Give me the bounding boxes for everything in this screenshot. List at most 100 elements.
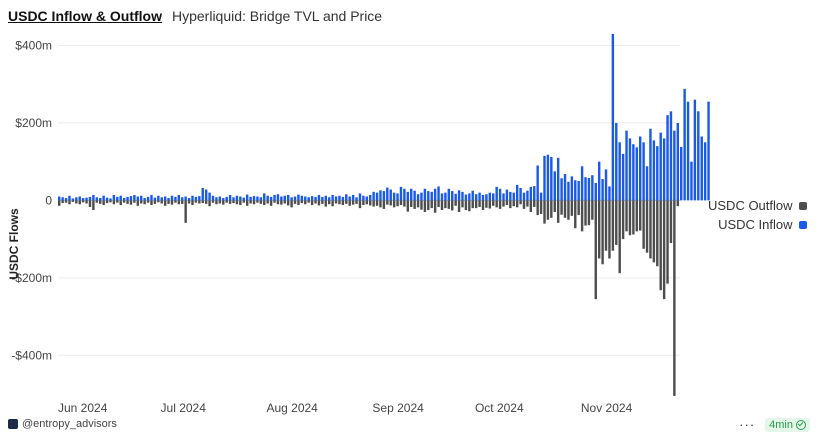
outflow-bar[interactable] xyxy=(430,200,433,209)
inflow-bar[interactable] xyxy=(574,180,577,201)
inflow-bar[interactable] xyxy=(669,111,673,201)
outflow-bar[interactable] xyxy=(529,200,533,212)
inflow-bar[interactable] xyxy=(324,195,327,201)
inflow-bar[interactable] xyxy=(256,196,259,201)
inflow-bar[interactable] xyxy=(88,196,92,201)
inflow-bar[interactable] xyxy=(683,88,686,201)
outflow-bar[interactable] xyxy=(638,200,642,231)
inflow-bar[interactable] xyxy=(649,128,652,201)
inflow-bar[interactable] xyxy=(129,196,133,201)
inflow-bar[interactable] xyxy=(427,191,430,201)
inflow-bar[interactable] xyxy=(553,171,556,201)
inflow-bar[interactable] xyxy=(529,186,533,201)
outflow-bar[interactable] xyxy=(307,200,310,203)
inflow-bar[interactable] xyxy=(635,147,638,201)
inflow-bar[interactable] xyxy=(580,166,584,201)
inflow-bar[interactable] xyxy=(430,191,433,201)
outflow-bar[interactable] xyxy=(266,200,269,204)
inflow-bar[interactable] xyxy=(327,197,331,201)
outflow-bar[interactable] xyxy=(403,200,406,207)
outflow-bar[interactable] xyxy=(389,200,392,206)
inflow-bar[interactable] xyxy=(597,161,601,201)
inflow-bar[interactable] xyxy=(109,198,112,201)
inflow-bar[interactable] xyxy=(153,197,157,201)
outflow-bar[interactable] xyxy=(546,200,550,220)
inflow-bar[interactable] xyxy=(348,196,351,201)
inflow-bar[interactable] xyxy=(208,192,211,201)
inflow-bar[interactable] xyxy=(187,198,191,201)
outflow-bar[interactable] xyxy=(88,200,92,207)
inflow-bar[interactable] xyxy=(454,193,457,201)
outflow-bar[interactable] xyxy=(454,200,457,206)
inflow-bar[interactable] xyxy=(396,193,399,201)
outflow-bar[interactable] xyxy=(112,200,116,205)
inflow-bar[interactable] xyxy=(58,196,61,201)
outflow-bar[interactable] xyxy=(676,200,679,207)
outflow-bar[interactable] xyxy=(321,200,324,204)
inflow-bar[interactable] xyxy=(666,115,669,201)
outflow-bar[interactable] xyxy=(539,200,543,214)
outflow-bar[interactable] xyxy=(293,200,297,204)
outflow-bar[interactable] xyxy=(211,200,215,203)
inflow-bar[interactable] xyxy=(317,194,321,201)
outflow-bar[interactable] xyxy=(167,200,170,204)
outflow-bar[interactable] xyxy=(64,200,68,203)
outflow-bar[interactable] xyxy=(594,200,597,300)
inflow-bar[interactable] xyxy=(140,195,143,201)
outflow-bar[interactable] xyxy=(61,200,64,204)
inflow-bar[interactable] xyxy=(567,181,570,201)
inflow-bar[interactable] xyxy=(245,194,249,201)
outflow-bar[interactable] xyxy=(146,200,150,203)
outflow-bar[interactable] xyxy=(369,200,372,206)
outflow-bar[interactable] xyxy=(645,200,649,253)
outflow-bar[interactable] xyxy=(461,200,464,208)
inflow-bar[interactable] xyxy=(690,161,693,201)
outflow-bar[interactable] xyxy=(437,200,440,207)
inflow-bar[interactable] xyxy=(686,101,690,201)
inflow-bar[interactable] xyxy=(478,192,481,201)
outflow-bar[interactable] xyxy=(597,200,601,259)
outflow-bar[interactable] xyxy=(71,200,75,202)
outflow-bar[interactable] xyxy=(317,200,321,206)
outflow-bar[interactable] xyxy=(533,200,536,207)
outflow-bar[interactable] xyxy=(314,200,317,204)
inflow-bar[interactable] xyxy=(611,33,615,201)
outflow-bar[interactable] xyxy=(488,200,492,209)
outflow-bar[interactable] xyxy=(297,200,300,206)
outflow-bar[interactable] xyxy=(129,200,133,205)
outflow-bar[interactable] xyxy=(242,200,245,203)
outflow-bar[interactable] xyxy=(392,200,396,208)
inflow-bar[interactable] xyxy=(621,153,625,201)
inflow-bar[interactable] xyxy=(536,165,539,201)
inflow-bar[interactable] xyxy=(136,196,140,201)
inflow-bar[interactable] xyxy=(676,122,679,201)
outflow-bar[interactable] xyxy=(116,200,119,203)
inflow-bar[interactable] xyxy=(652,140,656,201)
outflow-bar[interactable] xyxy=(420,200,423,210)
outflow-bar[interactable] xyxy=(642,200,645,249)
outflow-bar[interactable] xyxy=(225,200,228,203)
inflow-bar[interactable] xyxy=(85,197,88,201)
outflow-bar[interactable] xyxy=(666,200,669,284)
inflow-bar[interactable] xyxy=(252,196,256,201)
inflow-bar[interactable] xyxy=(78,196,81,201)
inflow-bar[interactable] xyxy=(235,195,239,201)
inflow-bar[interactable] xyxy=(345,194,348,201)
inflow-bar[interactable] xyxy=(92,194,95,201)
inflow-bar[interactable] xyxy=(437,186,440,201)
outflow-bar[interactable] xyxy=(526,200,529,207)
inflow-bar[interactable] xyxy=(286,194,290,201)
outflow-bar[interactable] xyxy=(656,200,659,267)
outflow-bar[interactable] xyxy=(505,200,509,206)
inflow-bar[interactable] xyxy=(215,197,218,201)
inflow-bar[interactable] xyxy=(615,122,618,201)
inflow-bar[interactable] xyxy=(457,190,461,201)
inflow-bar[interactable] xyxy=(307,197,310,201)
inflow-bar[interactable] xyxy=(170,195,174,201)
outflow-bar[interactable] xyxy=(280,200,283,205)
outflow-bar[interactable] xyxy=(433,200,437,213)
inflow-bar[interactable] xyxy=(628,138,632,201)
outflow-bar[interactable] xyxy=(345,200,348,204)
inflow-bar[interactable] xyxy=(556,157,560,201)
inflow-bar[interactable] xyxy=(502,193,505,201)
